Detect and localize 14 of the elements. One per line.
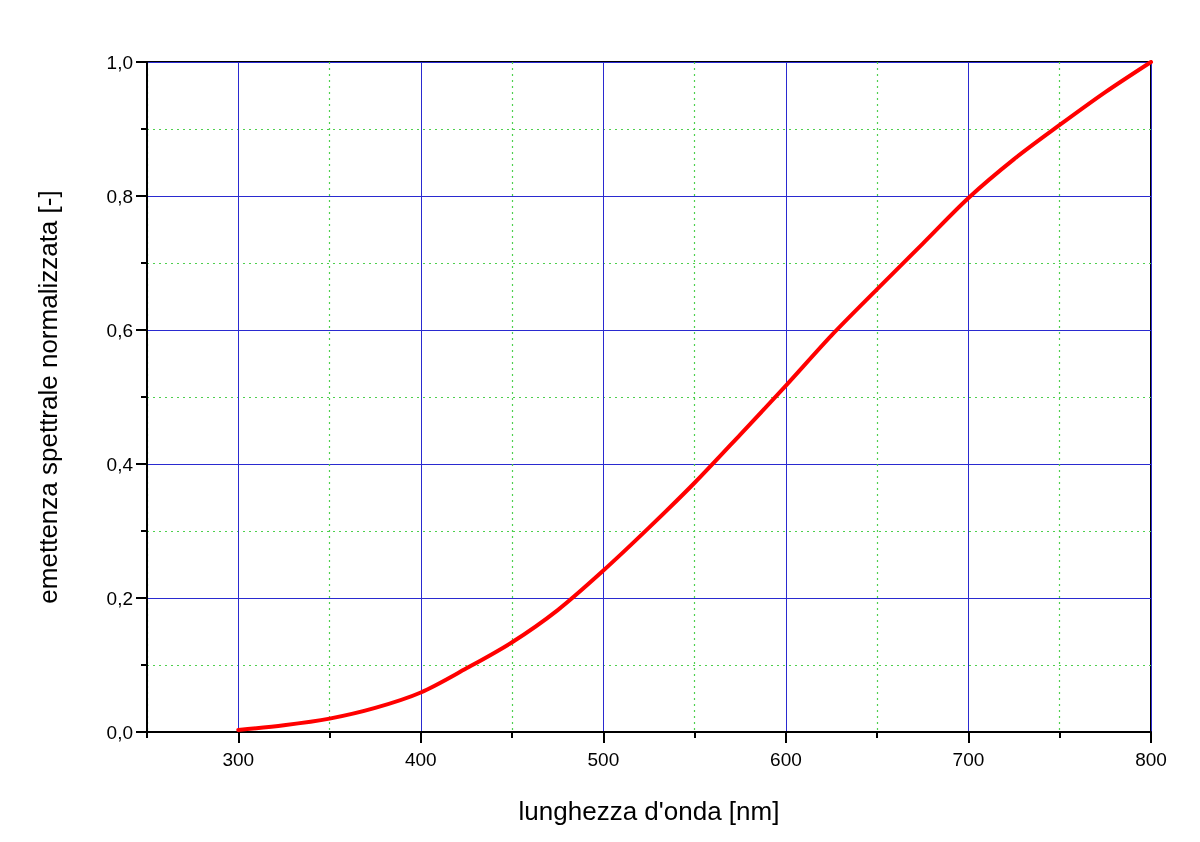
x-tick-label: 500 xyxy=(587,749,620,770)
y-axis-title: emettenza spettrale normalizzata [-] xyxy=(33,190,63,604)
x-axis-title: lunghezza d'onda [nm] xyxy=(518,796,780,826)
y-tick-label: 0,2 xyxy=(106,587,133,609)
x-tick-label: 300 xyxy=(222,749,255,770)
y-tick-label: 1,0 xyxy=(106,51,133,73)
x-tick-label: 700 xyxy=(952,749,985,770)
x-tick-label: 400 xyxy=(404,749,437,770)
y-tick-label: 0,8 xyxy=(106,185,133,207)
y-tick-label: 0,4 xyxy=(106,453,134,475)
x-tick-label: 600 xyxy=(770,749,802,770)
x-tick-label: 800 xyxy=(1135,749,1167,770)
y-tick-label: 0,0 xyxy=(106,721,133,743)
y-tick-label: 0,6 xyxy=(106,319,133,341)
